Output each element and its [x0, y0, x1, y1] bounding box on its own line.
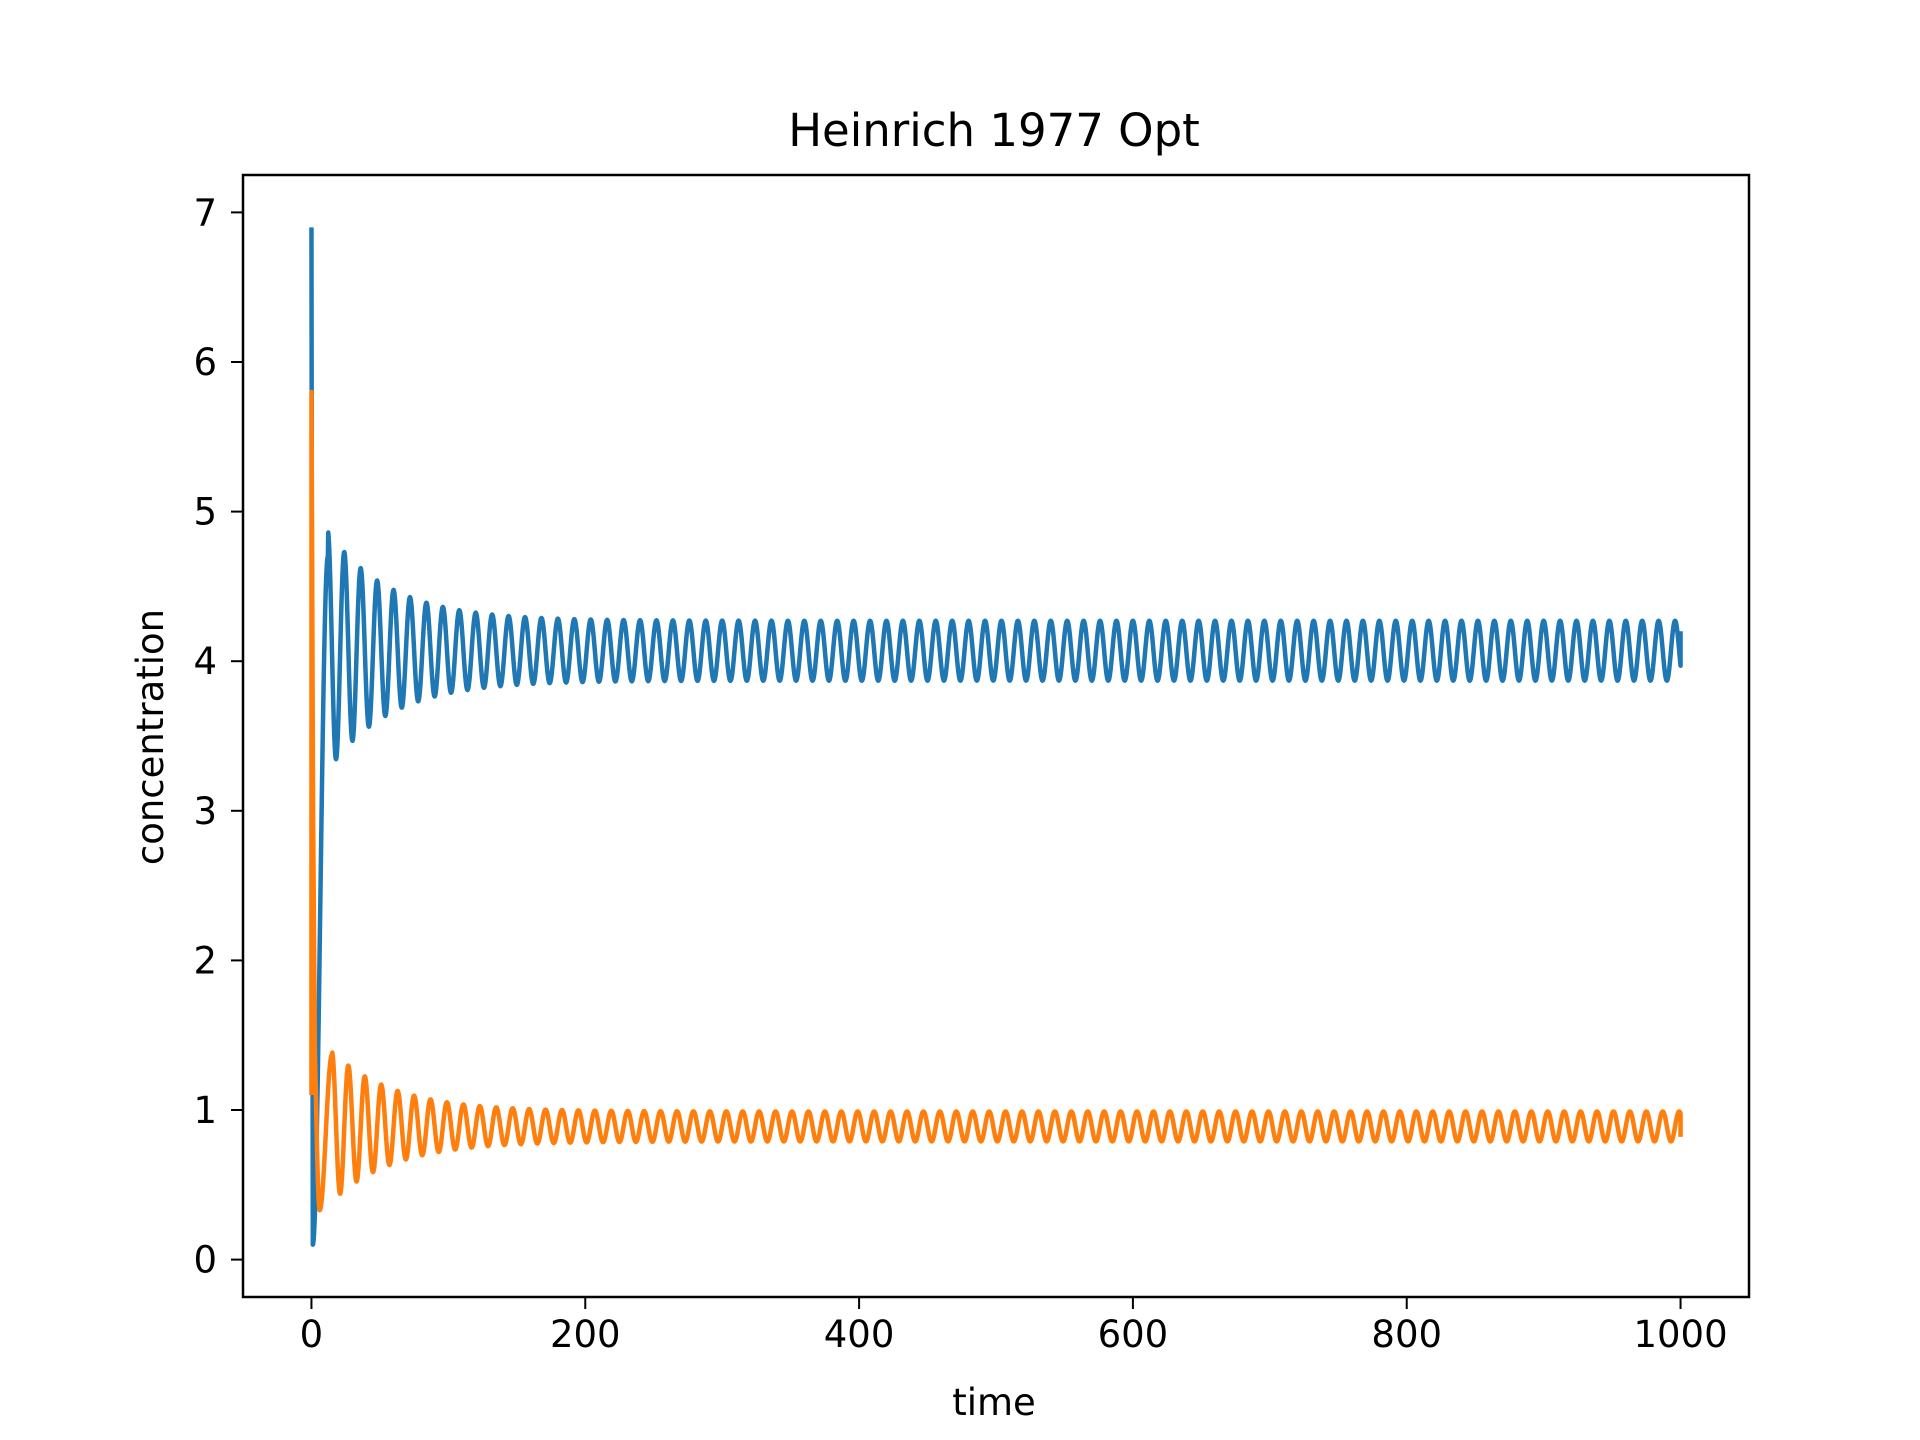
y-axis-label: concentration [129, 609, 172, 865]
x-tick-label: 1000 [1633, 1313, 1727, 1356]
y-tick-label: 6 [193, 341, 217, 384]
axes-frame [241, 173, 1751, 1299]
y-tick-label: 7 [193, 191, 217, 234]
x-tick-label: 800 [1371, 1313, 1442, 1356]
plot-area [309, 227, 1683, 1247]
y-tick-label: 0 [193, 1239, 217, 1282]
series-line-1 [309, 227, 1683, 1247]
x-tick-label: 600 [1098, 1313, 1169, 1356]
y-tick-label: 3 [193, 790, 217, 833]
y-tick-label: 1 [193, 1089, 217, 1132]
series-line-2 [309, 389, 1683, 1213]
x-axis-label: time [952, 1381, 1036, 1424]
x-tick-label: 400 [824, 1313, 895, 1356]
x-tick-label: 0 [300, 1313, 324, 1356]
y-tick-label: 5 [193, 491, 217, 534]
x-tick-label: 200 [550, 1313, 621, 1356]
y-tick-label: 4 [193, 640, 217, 683]
y-tick-label: 2 [193, 939, 217, 982]
axis-ticks: 0 200 400 600 800 1000 0 1 2 3 4 5 6 7 [193, 191, 1727, 1356]
chart-title: Heinrich 1977 Opt [788, 104, 1200, 157]
